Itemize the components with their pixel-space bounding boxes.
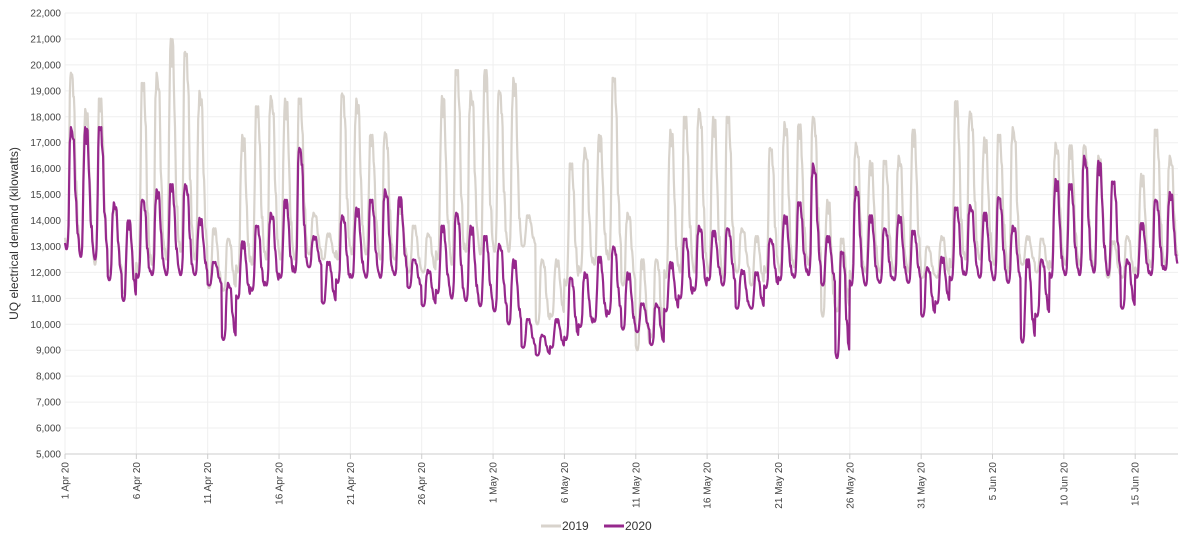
x-tick-label: 16 Apr 20	[275, 462, 286, 505]
x-tick-label: 21 Apr 20	[346, 462, 357, 505]
x-axis-ticks: 1 Apr 20 6 Apr 20 11 Apr 20 16 Apr 20 21 Apr…	[61, 454, 1142, 509]
legend-item-2019[interactable]: 2019	[541, 519, 589, 533]
x-tick-label: 26 May 20	[845, 462, 856, 509]
y-tick-label: 22,000	[30, 9, 61, 20]
x-tick-label: 6 Apr 20	[132, 462, 143, 500]
legend-item-2020[interactable]: 2020	[604, 519, 652, 533]
y-tick-label: 15,000	[30, 190, 61, 201]
x-tick-label: 1 Apr 20	[61, 462, 72, 500]
y-tick-label: 19,000	[30, 86, 61, 97]
legend-label: 2019	[562, 519, 589, 533]
y-tick-label: 10,000	[30, 320, 61, 331]
x-tick-label: 31 May 20	[917, 462, 928, 509]
x-tick-label: 1 May 20	[489, 462, 500, 504]
series-line-2019	[63, 37, 1179, 352]
x-tick-label: 6 May 20	[560, 462, 571, 504]
y-tick-label: 5,000	[36, 450, 61, 461]
y-tick-label: 14,000	[30, 216, 61, 227]
x-tick-label: 26 Apr 20	[417, 462, 428, 505]
x-tick-label: 11 May 20	[631, 462, 642, 508]
y-tick-label: 21,000	[30, 34, 61, 45]
legend[interactable]: 2019 2020	[541, 519, 652, 533]
x-tick-label: 15 Jun 20	[1131, 462, 1142, 506]
y-tick-label: 6,000	[36, 424, 61, 435]
y-axis-ticks: 5,000 6,000 7,000 8,000 9,000 10,000 11,000 12,…	[30, 9, 61, 461]
x-tick-label: 16 May 20	[703, 462, 714, 509]
y-tick-label: 7,000	[36, 398, 61, 409]
series-line-2020	[63, 125, 1179, 360]
x-tick-label: 11 Apr 20	[203, 462, 214, 505]
y-tick-label: 12,000	[30, 268, 61, 279]
series-lines	[63, 37, 1179, 360]
x-tick-label: 5 Jun 20	[988, 462, 999, 501]
y-tick-label: 16,000	[30, 164, 61, 175]
x-tick-label: 10 Jun 20	[1059, 462, 1070, 506]
y-tick-label: 18,000	[30, 112, 61, 123]
y-tick-label: 9,000	[36, 346, 61, 357]
legend-label: 2020	[625, 519, 652, 533]
y-tick-label: 11,000	[31, 294, 61, 305]
y-axis-title: UQ electrical demand (kilowatts)	[7, 147, 21, 320]
y-tick-label: 8,000	[36, 372, 61, 383]
y-tick-label: 17,000	[30, 138, 61, 149]
x-tick-label: 21 May 20	[774, 462, 785, 509]
y-tick-label: 20,000	[30, 60, 61, 71]
y-tick-label: 13,000	[30, 242, 61, 253]
